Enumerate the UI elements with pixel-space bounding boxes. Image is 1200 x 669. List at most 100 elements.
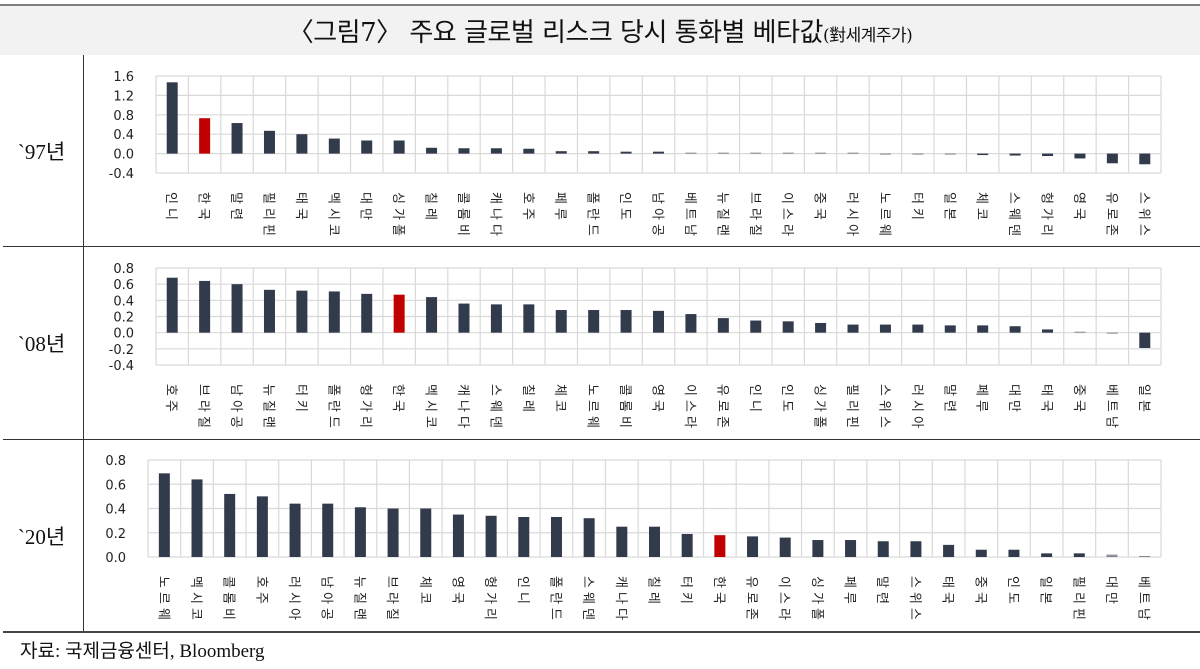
x-tick-label: 시 (286, 592, 301, 604)
x-tick-label: 베 (1103, 384, 1118, 396)
x-tick-label: 칠 (520, 384, 535, 396)
bar-체코 (555, 310, 567, 333)
bar-인니 (750, 320, 762, 333)
x-tick-label: 루 (842, 592, 857, 604)
bar-노르웨 (879, 153, 891, 155)
x-tick-label: 니 (163, 208, 178, 220)
x-tick-label: 르 (876, 208, 891, 220)
x-tick-label: 브 (384, 576, 399, 588)
x-tick-label: 루 (974, 400, 989, 412)
x-tick-label: 롬 (455, 208, 470, 220)
x-tick-label: 태 (1039, 384, 1054, 396)
bar-헝가리 (485, 515, 497, 557)
y-tick-label: 0.8 (113, 109, 134, 124)
chart-table: `97년 1.6 1.2 0.8 0.4 0.0 -0.4 인 니 한 국 말 련 필 리 핀 태 국 멕 시 코 대 만… (0, 55, 1200, 632)
x-tick-label: 중 (1071, 384, 1086, 396)
chart-row-2020: `20년 0.8 0.6 0.4 0.2 0.0 노 르 웨 멕 시 코 콜 롬 비 호 주 러 시 아 남 아 공 뉴 질 랜… (0, 440, 1200, 631)
bar-대만 (361, 140, 373, 154)
bar-뉴질랜 (354, 507, 366, 557)
x-tick-label: 리 (482, 608, 497, 620)
x-tick-label: 니 (747, 400, 762, 412)
x-tick-label: 질 (714, 208, 729, 220)
x-tick-label: 본 (1136, 400, 1151, 412)
x-tick-label: 웨 (580, 592, 595, 604)
x-tick-label: 칠 (423, 192, 438, 204)
x-tick-label: 로 (714, 400, 729, 412)
x-tick-label: 국 (812, 208, 827, 220)
bar-노르웨 (158, 473, 170, 557)
x-tick-label: 국 (293, 208, 308, 220)
bar-남아공 (322, 503, 334, 557)
bottom-rule (3, 631, 1200, 633)
x-tick-label: 코 (423, 416, 438, 428)
bar-베트남 (1139, 556, 1151, 557)
x-tick-label: 남 (682, 224, 697, 236)
x-tick-label: 스 (682, 400, 697, 412)
bar-인도 (1008, 549, 1020, 557)
bar-터키 (912, 153, 924, 155)
x-tick-label: 체 (552, 384, 567, 396)
x-tick-label: 롬 (617, 400, 632, 412)
bar-호주 (256, 496, 268, 557)
x-tick-label: 터 (909, 192, 924, 204)
bar-영국 (653, 310, 664, 333)
x-tick-label: 스 (876, 416, 891, 428)
column-divider (83, 55, 84, 246)
x-tick-label: 콜 (455, 192, 470, 204)
bar-필리핀 (847, 324, 859, 333)
bar-멕시코 (191, 479, 203, 557)
x-tick-label: 노 (585, 384, 600, 396)
x-tick-label: 베 (1136, 576, 1151, 588)
x-tick-label: 웨 (1006, 208, 1021, 220)
x-tick-label: 본 (941, 208, 956, 220)
x-tick-label: 코 (325, 224, 340, 236)
x-tick-label: 만 (1103, 592, 1118, 604)
bar-콜롬비 (224, 493, 236, 557)
bar-캐나다 (458, 303, 470, 333)
x-tick-label: 일 (941, 192, 956, 204)
x-tick-label: 코 (552, 400, 567, 412)
bar-브라질 (750, 152, 762, 154)
bar-콜롬비 (458, 148, 470, 154)
bar-말련 (877, 541, 889, 557)
x-tick-label: 만 (358, 208, 373, 220)
x-tick-label: 나 (455, 400, 470, 412)
x-tick-label: 국 (972, 592, 987, 604)
bar-이스라 (782, 152, 794, 154)
y-tick-label: 0.8 (113, 262, 134, 277)
x-tick-label: 핀 (260, 224, 275, 236)
figure-title: 〈그림7〉 주요 글로벌 리스크 당시 통화별 베타값(對세계주가) (288, 12, 913, 49)
x-tick-label: 말 (874, 576, 889, 588)
x-tick-label: 키 (909, 208, 924, 220)
bar-터키 (296, 290, 308, 333)
x-tick-label: 아 (319, 592, 334, 604)
x-tick-label: 비 (617, 416, 632, 428)
x-tick-label: 스 (876, 384, 891, 396)
bar-베트남 (1106, 332, 1118, 334)
bar-브라질 (387, 508, 399, 557)
bar-chart-1997: 1.61.20.80.40.0-0.4인니한국말련필리핀태국멕시코대만싱가폴칠레… (109, 70, 1162, 236)
x-tick-label: 페 (552, 192, 567, 204)
x-tick-label: 캐 (455, 384, 470, 396)
x-tick-label: 덴 (580, 608, 595, 620)
x-tick-label: 멕 (188, 576, 203, 588)
x-tick-label: 나 (487, 208, 502, 220)
x-tick-label: 비 (221, 608, 236, 620)
bar-칠레 (649, 526, 660, 557)
x-tick-label: 레 (423, 208, 438, 220)
bar-폴란드 (588, 151, 600, 154)
x-tick-label: 영 (449, 576, 464, 588)
bar-중국 (815, 152, 827, 154)
bar-뉴질랜 (263, 289, 275, 333)
x-tick-label: 국 (711, 592, 726, 604)
x-tick-label: 유 (714, 384, 729, 396)
x-tick-label: 필 (1070, 576, 1085, 588)
x-tick-label: 아 (909, 416, 924, 428)
x-tick-label: 랜 (351, 608, 366, 620)
x-tick-label: 한 (711, 576, 726, 588)
x-tick-label: 핀 (844, 416, 859, 428)
x-tick-label: 남 (319, 576, 334, 588)
chart-row-2008: `08년 0.8 0.6 0.4 0.2 0.0 -0.2 -0.4 호 주 브 라 질 남 아 공 뉴 질 랜 터… (0, 247, 1200, 439)
x-tick-label: 코 (974, 208, 989, 220)
row-label-1997: `97년 (17, 139, 66, 164)
